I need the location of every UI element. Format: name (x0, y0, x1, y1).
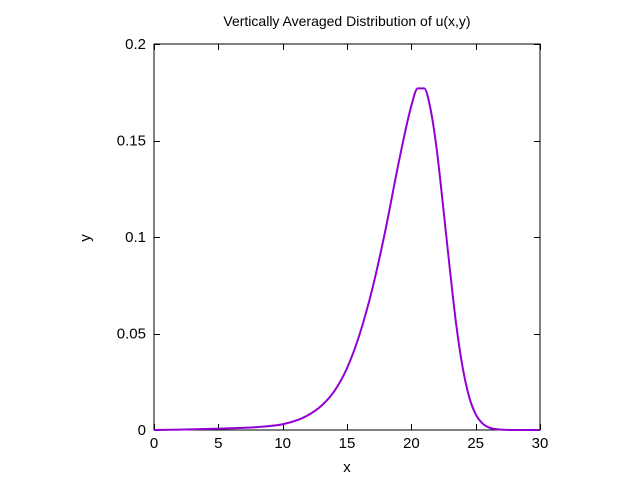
series-line (153, 87, 540, 431)
plot-area: 0 5 10 15 20 25 30 0 0.05 0.1 0.15 0.2 (117, 36, 549, 452)
y-tick-label: 0.15 (117, 133, 146, 150)
x-tick-label: 30 (532, 435, 549, 452)
x-tick-label: 0 (150, 435, 158, 452)
y-axis-label: y (77, 234, 94, 242)
x-tick-label: 15 (339, 435, 356, 452)
y-tick-label: 0.05 (117, 326, 146, 343)
x-axis-label: x (343, 459, 351, 476)
x-tick-label: 25 (467, 435, 484, 452)
chart-title: Vertically Averaged Distribution of u(x,… (223, 13, 470, 29)
x-tick-label: 20 (403, 435, 420, 452)
y-tick-label: 0.2 (125, 36, 146, 53)
y-tick-label: 0 (138, 422, 146, 439)
x-tick-label: 5 (214, 435, 222, 452)
y-tick-label: 0.1 (125, 229, 146, 246)
x-tick-label: 10 (274, 435, 291, 452)
plot-frame (153, 43, 541, 431)
